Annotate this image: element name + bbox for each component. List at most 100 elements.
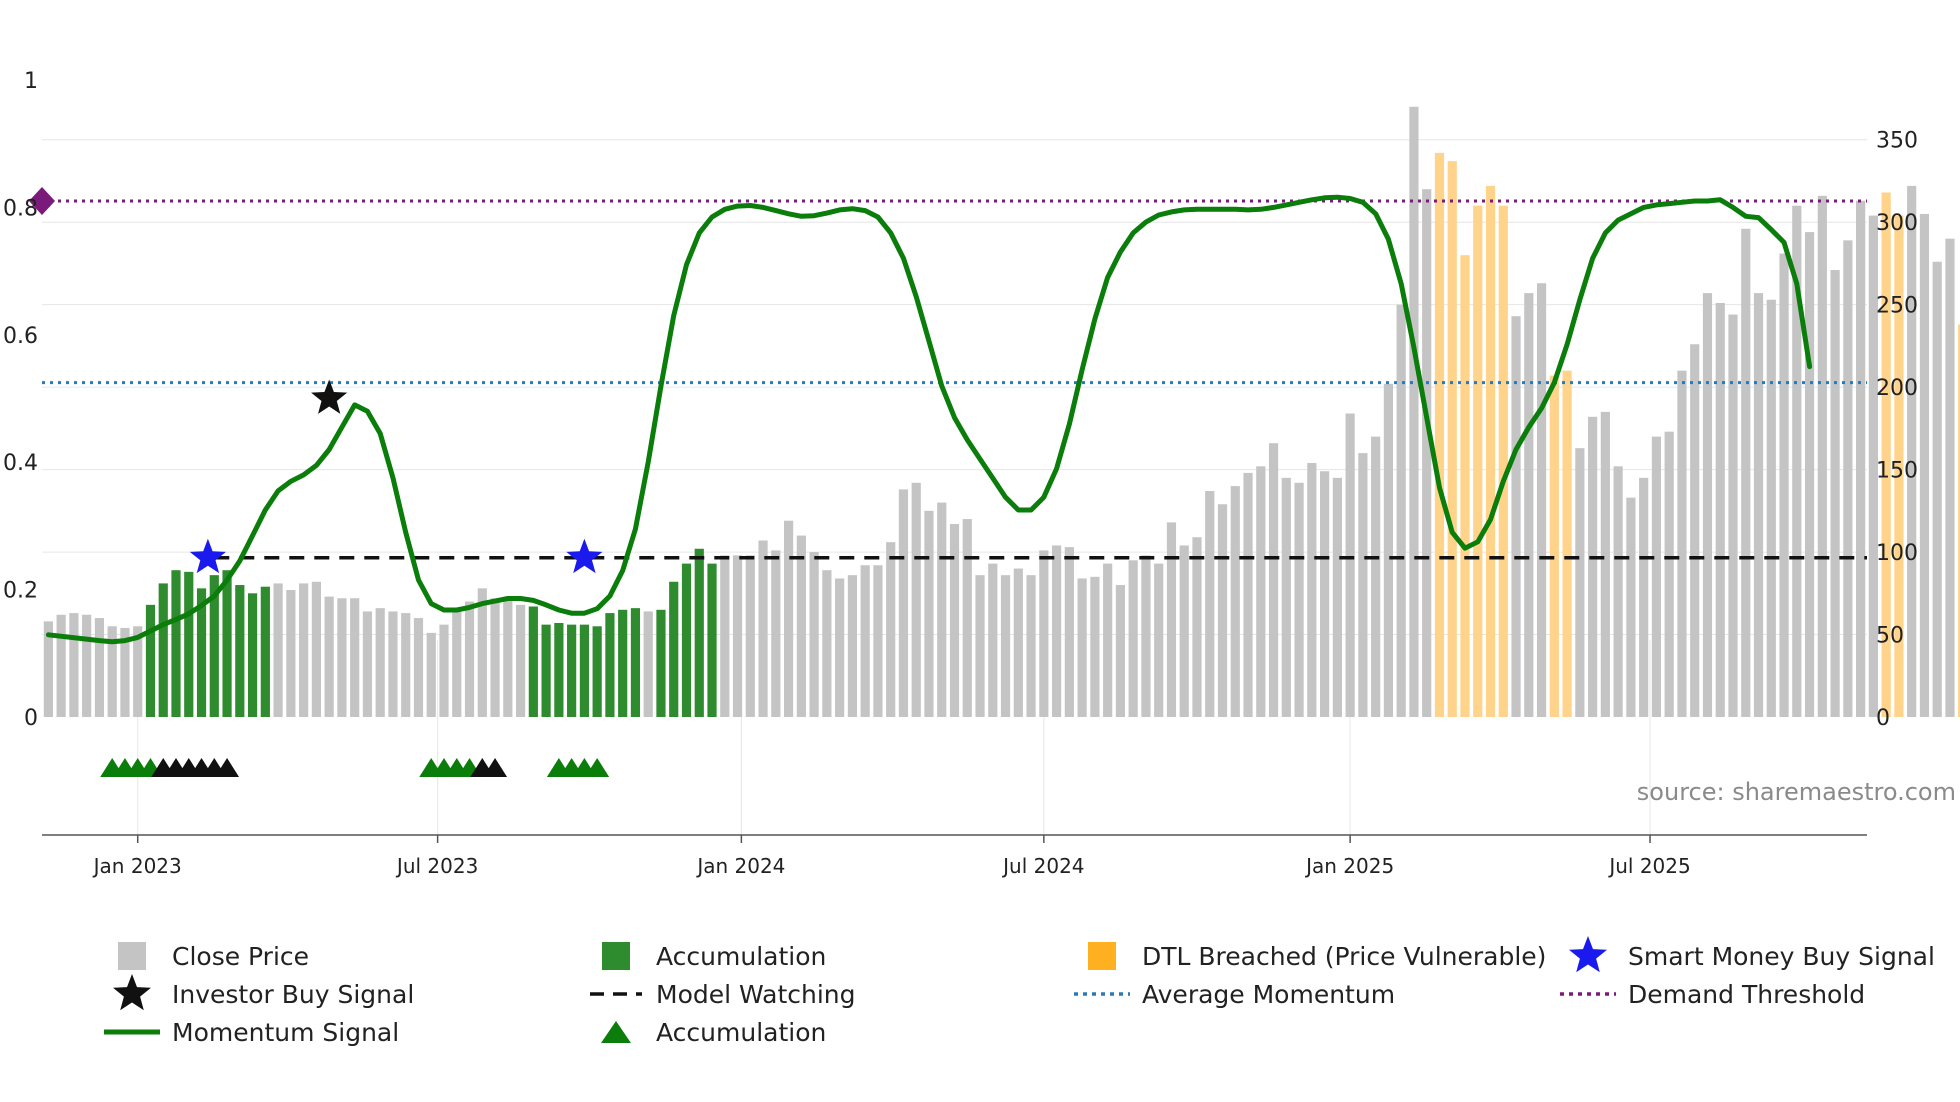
price-bar bbox=[783, 520, 794, 717]
price-bar bbox=[911, 482, 921, 717]
price-bar bbox=[1639, 477, 1649, 717]
price-bar bbox=[1702, 293, 1713, 717]
accumulation-marker bbox=[483, 758, 508, 777]
accumulation-bar bbox=[656, 609, 666, 717]
legend-label: DTL Breached (Price Vulnerable) bbox=[1142, 942, 1546, 971]
price-bar bbox=[1052, 545, 1062, 717]
left-axis-tick-label: 0 bbox=[24, 706, 38, 731]
price-bar bbox=[1804, 232, 1815, 717]
legend-label: Model Watching bbox=[656, 980, 856, 1009]
price-bar bbox=[1422, 189, 1432, 718]
price-bar bbox=[1383, 383, 1394, 717]
price-bar bbox=[1371, 436, 1381, 717]
legend-label: Close Price bbox=[172, 942, 309, 971]
accumulation-bar bbox=[247, 593, 258, 717]
price-bar bbox=[1664, 431, 1674, 717]
source-label: source: sharemaestro.com bbox=[1637, 778, 1956, 806]
legend-item-momentum: Momentum Signal bbox=[104, 1018, 399, 1047]
x-tick-label: Jul 2024 bbox=[1001, 854, 1084, 878]
price-bar bbox=[43, 621, 53, 717]
price-bar bbox=[350, 598, 360, 717]
legend-item-avg: Average Momentum bbox=[1074, 980, 1395, 1009]
price-bar bbox=[1192, 537, 1202, 717]
price-bar bbox=[1945, 238, 1955, 718]
price-bar bbox=[1154, 563, 1164, 717]
price-bar bbox=[949, 524, 960, 717]
price-bar bbox=[1651, 436, 1662, 717]
right-axis-tick-label: 250 bbox=[1876, 294, 1918, 319]
price-bar bbox=[1856, 200, 1866, 718]
price-bar bbox=[426, 632, 436, 717]
price-bar bbox=[69, 613, 79, 717]
left-axis-tick-label: 0.2 bbox=[3, 579, 38, 604]
x-tick-label: Jul 2025 bbox=[1607, 854, 1690, 878]
price-bar bbox=[771, 550, 781, 717]
price-bar bbox=[847, 575, 857, 717]
price-bar bbox=[1677, 370, 1687, 717]
legend-item-demand: Demand Threshold bbox=[1560, 980, 1865, 1009]
dtl-breached-bar bbox=[1434, 152, 1445, 718]
accumulation-bar bbox=[235, 585, 245, 717]
accumulation-bar bbox=[260, 586, 270, 717]
price-bar bbox=[1205, 491, 1215, 717]
smart-money-buy-signal-star bbox=[566, 538, 603, 574]
price-bar bbox=[515, 604, 526, 717]
price-bar bbox=[1358, 453, 1368, 717]
demand-threshold-marker bbox=[29, 187, 55, 216]
dtl-breached-bar bbox=[1958, 324, 1960, 717]
price-bar bbox=[1128, 560, 1138, 717]
momentum-signal-line bbox=[45, 194, 1813, 645]
legend-item-watching: Model Watching bbox=[590, 980, 856, 1009]
momentum-signal bbox=[45, 194, 1813, 645]
dtl-breached-bar bbox=[1562, 370, 1572, 717]
price-bar bbox=[1843, 240, 1853, 718]
price-bar bbox=[1409, 106, 1419, 718]
legend-swatch-close bbox=[118, 942, 146, 970]
dtl-breached-bar bbox=[1894, 215, 1904, 717]
price-bar bbox=[1103, 563, 1113, 717]
price-bar bbox=[362, 611, 373, 717]
price-bar bbox=[477, 588, 487, 717]
price-bar bbox=[82, 614, 92, 717]
close-price-bars bbox=[43, 106, 1960, 718]
price-bar bbox=[286, 590, 296, 717]
price-bar bbox=[1626, 497, 1636, 717]
price-bar bbox=[1256, 466, 1266, 717]
price-bar bbox=[1919, 213, 1930, 717]
legend-label: Accumulation bbox=[656, 1018, 826, 1047]
legend-label: Investor Buy Signal bbox=[172, 980, 414, 1009]
price-bar bbox=[758, 540, 768, 717]
dtl-breached-bar bbox=[1460, 255, 1470, 717]
price-bar bbox=[1690, 344, 1700, 717]
price-bar bbox=[375, 608, 385, 717]
price-bar bbox=[1307, 463, 1317, 717]
price-bar bbox=[337, 598, 347, 717]
price-bar bbox=[94, 618, 105, 717]
x-tick-label: Jan 2023 bbox=[92, 854, 182, 878]
legend-star-smart bbox=[1569, 936, 1607, 973]
price-bar bbox=[299, 583, 309, 717]
legend-item-investor: Investor Buy Signal bbox=[113, 974, 414, 1011]
reference-lines bbox=[29, 187, 1867, 560]
price-bar bbox=[1039, 550, 1049, 717]
accumulation-bar bbox=[541, 624, 551, 717]
price-bar bbox=[732, 555, 743, 717]
price-bar bbox=[133, 626, 143, 717]
price-bar bbox=[1013, 568, 1023, 717]
price-bar bbox=[1830, 270, 1840, 717]
legend-item-close: Close Price bbox=[118, 942, 309, 971]
dtl-breached-bar bbox=[1549, 375, 1559, 717]
x-tick-label: Jan 2024 bbox=[695, 854, 785, 878]
axes: Jan 2023 Jul 2023 Jan 2024 Jul 2024 Jan 2025… bbox=[3, 69, 1918, 878]
price-bar bbox=[1728, 314, 1738, 717]
legend-item-accum_bar: Accumulation bbox=[602, 942, 826, 971]
price-bar bbox=[1932, 261, 1942, 717]
accumulation-bar bbox=[707, 563, 717, 717]
price-bar bbox=[1524, 293, 1534, 717]
legend-triangle-accumulation bbox=[601, 1021, 631, 1043]
price-bar bbox=[452, 609, 462, 717]
price-bar bbox=[975, 575, 985, 717]
price-bar bbox=[1141, 555, 1151, 717]
dtl-breached-bar bbox=[1473, 205, 1483, 717]
price-bar bbox=[311, 581, 321, 717]
